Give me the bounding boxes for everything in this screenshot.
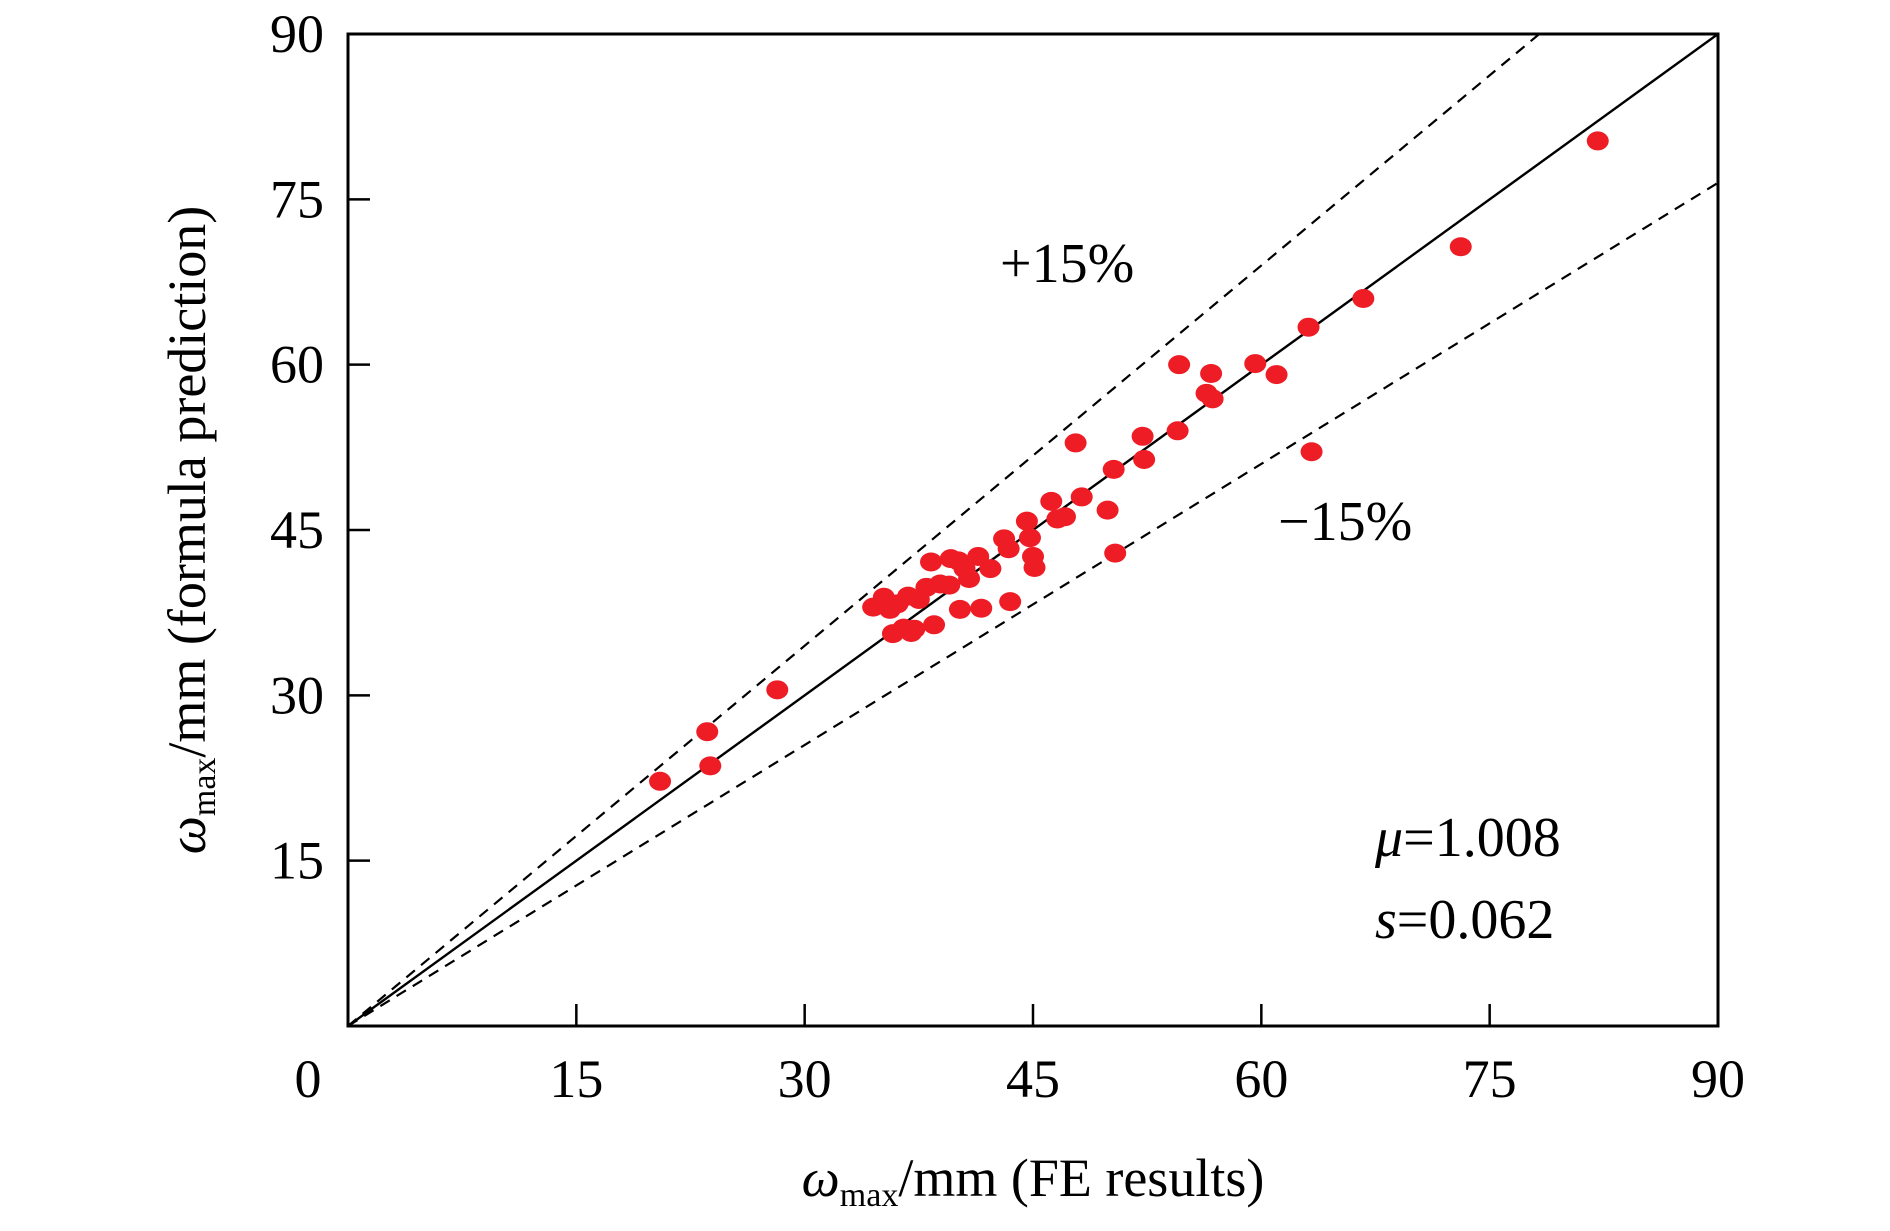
data-point	[1265, 365, 1288, 385]
x-tick-label: 30	[778, 1049, 832, 1109]
plus-15-label: +15%	[1000, 233, 1134, 295]
data-point	[997, 539, 1020, 559]
x-tick-label: 15	[549, 1049, 603, 1109]
mu-symbol: μ	[1374, 807, 1403, 869]
data-point	[1053, 507, 1076, 527]
data-point	[1166, 421, 1189, 441]
data-points	[649, 131, 1609, 791]
data-point	[1131, 426, 1154, 446]
data-point	[923, 615, 946, 635]
reference-line-2	[348, 181, 1718, 1026]
y-tick-label: 45	[270, 500, 324, 560]
data-point	[1244, 354, 1267, 374]
data-point	[1070, 487, 1093, 507]
minus-15-label: −15%	[1278, 491, 1412, 553]
data-point	[1300, 442, 1323, 462]
y-tick-label: 75	[270, 169, 324, 229]
data-point	[1200, 363, 1223, 383]
y-tick-label: 30	[270, 665, 324, 725]
x-tick-label: 90	[1691, 1049, 1745, 1109]
data-point	[1040, 491, 1063, 511]
data-point	[1586, 131, 1609, 151]
data-point	[958, 568, 981, 588]
data-point	[1096, 500, 1119, 520]
data-point	[649, 771, 672, 791]
y-tick-label: 60	[270, 335, 324, 395]
data-point	[970, 598, 993, 618]
x-tick-label: 75	[1463, 1049, 1517, 1109]
reference-line-0	[348, 34, 1718, 1026]
y-axis-ticks: 15 30 45 60 75 90	[270, 4, 370, 891]
data-point	[1018, 528, 1041, 548]
data-point	[948, 599, 971, 619]
y-tick-label: 90	[270, 4, 324, 64]
mu-stat: μ=1.008	[1374, 807, 1561, 869]
data-point	[938, 575, 961, 595]
data-point	[1352, 289, 1375, 309]
data-point	[1023, 557, 1046, 577]
data-point	[999, 592, 1022, 612]
data-point	[696, 722, 719, 742]
data-point	[1015, 511, 1038, 531]
data-point	[1201, 389, 1224, 409]
data-point	[903, 619, 926, 639]
data-point	[1449, 237, 1472, 257]
data-point	[766, 680, 789, 700]
data-point	[1168, 355, 1191, 375]
reference-line-1	[348, 34, 1542, 1026]
data-point	[979, 559, 1002, 579]
mu-value: =1.008	[1403, 807, 1561, 869]
reference-lines	[348, 34, 1718, 1026]
y-tick-label: 15	[270, 831, 324, 891]
s-value: =0.062	[1397, 889, 1555, 951]
data-point	[1104, 543, 1127, 563]
data-point	[920, 552, 943, 572]
x-tick-label: 45	[1006, 1049, 1060, 1109]
data-point	[1102, 459, 1125, 479]
x-tick-label: 0	[295, 1049, 322, 1109]
x-tick-label: 60	[1234, 1049, 1288, 1109]
data-point	[1133, 449, 1156, 469]
s-symbol: s	[1375, 889, 1397, 951]
data-point	[699, 756, 722, 776]
x-axis-label: ωmax/mm (FE results)	[802, 1148, 1265, 1214]
x-axis-ticks: 0 15 30 45 60 75 90	[295, 1004, 1745, 1109]
y-axis-label: ωmax/mm (formula prediction)	[157, 206, 223, 855]
s-stat: s=0.062	[1375, 889, 1554, 951]
data-point	[1297, 317, 1320, 337]
data-point	[1064, 433, 1087, 453]
